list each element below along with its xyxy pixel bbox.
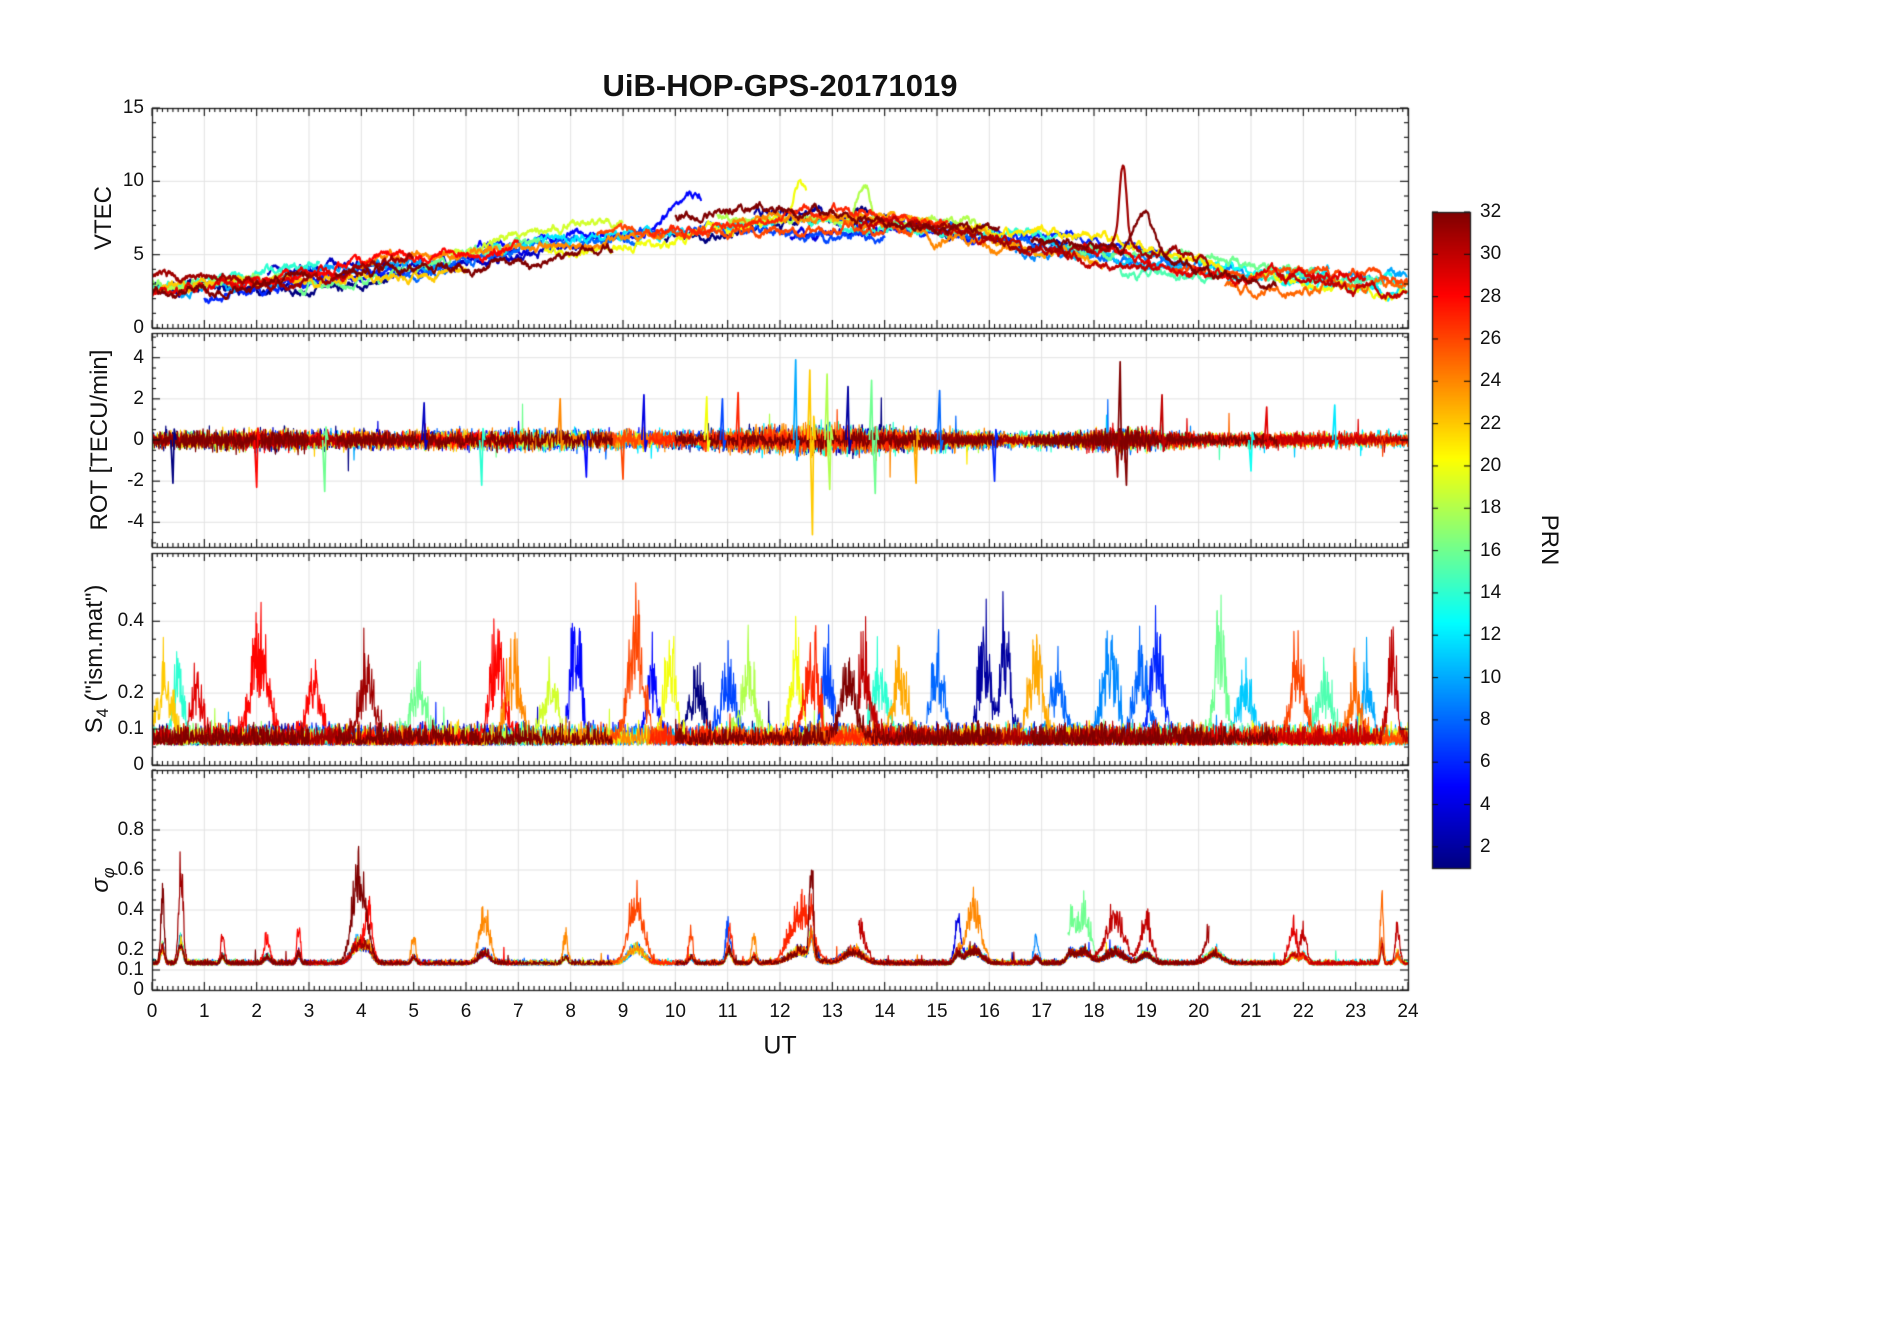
x-tick-label: 21 [1240,1001,1262,1022]
x-tick-label: 8 [565,1001,576,1022]
s4-label-rest: ("ism.mat") [81,584,109,709]
x-tick-label: 24 [1397,1001,1419,1022]
colorbar-tick-label: 8 [1480,708,1491,730]
x-tick-label: 18 [1083,1001,1105,1022]
y-tick-label: 2 [133,387,144,409]
x-tick-label: 15 [926,1001,948,1022]
s4-label-main: S [81,717,109,734]
colorbar-tick-label: 14 [1480,581,1502,603]
x-tick-label: 4 [356,1001,367,1022]
x-tick-label: 2 [251,1001,262,1022]
y-tick-label: -4 [127,511,144,533]
x-tick-label: 6 [460,1001,472,1022]
y-tick-label: 0.2 [117,682,144,704]
x-tick-label: 1 [199,1001,210,1022]
x-tick-label: 16 [978,1001,1000,1022]
x-tick-label: 14 [874,1001,896,1022]
y-tick-label: 0 [133,754,144,775]
x-tick-label: 9 [617,1001,629,1022]
y-tick-label: 0.6 [117,859,144,880]
y-tick-label: 0 [133,979,144,1000]
y-tick-label: 0.1 [117,718,144,740]
colorbar-tick-label: 32 [1480,201,1502,222]
colorbar-tick-label: 26 [1480,327,1502,349]
colorbar-tick-label: 24 [1480,370,1502,392]
x-tick-label: 13 [821,1001,843,1022]
colorbar-label: PRN [1536,514,1563,566]
sigma-label-main: σ [87,878,115,893]
x-tick-label: 17 [1031,1001,1053,1022]
y-tick-label: 15 [122,97,144,118]
x-tick-label: 19 [1135,1001,1157,1022]
y-tick-label: 0.4 [117,899,144,920]
y-tick-label: 10 [122,170,144,192]
y-tick-label: 4 [133,346,144,368]
y-tick-label: 0.4 [117,610,144,632]
colorbar-tick-label: 16 [1480,539,1502,561]
s4-label-sub: 4 [93,708,112,718]
rot-axis-label: ROT [TECU/min] [86,349,113,531]
y-tick-label: 0.8 [117,819,144,840]
colorbar-tick-label: 4 [1480,793,1491,815]
y-tick-label: 5 [133,243,144,265]
y-tick-label: -2 [127,470,144,492]
x-tick-label: 3 [303,1001,315,1022]
x-tick-label: 0 [146,1001,158,1022]
x-tick-label: 23 [1345,1001,1367,1022]
colorbar-tick-label: 20 [1480,454,1502,476]
vtec-axis-label: VTEC [90,185,117,251]
y-tick-label: 0.1 [117,959,144,980]
colorbar-tick-label: 30 [1480,243,1502,265]
colorbar-tick-label: 18 [1480,497,1502,519]
chart-title: UiB-HOP-GPS-20171019 [602,68,958,103]
y-tick-label: 0 [133,429,144,450]
sigma-phi-axis-label: σφ [87,867,119,892]
y-tick-label: 0.2 [117,939,144,960]
x-tick-label: 20 [1188,1001,1210,1022]
sigma-label-sub: φ [99,867,118,879]
x-axis-label: UT [763,1031,797,1060]
colorbar-tick-label: 10 [1480,666,1502,688]
colorbar-tick-label: 22 [1480,412,1502,434]
colorbar-tick-label: 2 [1480,835,1491,857]
colorbar-tick-label: 28 [1480,285,1502,307]
colorbar-tick-label: 12 [1480,624,1502,646]
x-tick-label: 7 [513,1001,524,1022]
s4-axis-label: S4 ("ism.mat") [81,585,113,734]
colorbar-tick-label: 6 [1480,751,1491,773]
x-tick-label: 12 [769,1001,791,1022]
x-tick-label: 5 [408,1001,419,1022]
x-tick-label: 22 [1292,1001,1314,1022]
x-tick-label: 11 [717,1001,738,1022]
x-tick-label: 10 [664,1001,686,1022]
y-tick-label: 0 [133,317,144,338]
